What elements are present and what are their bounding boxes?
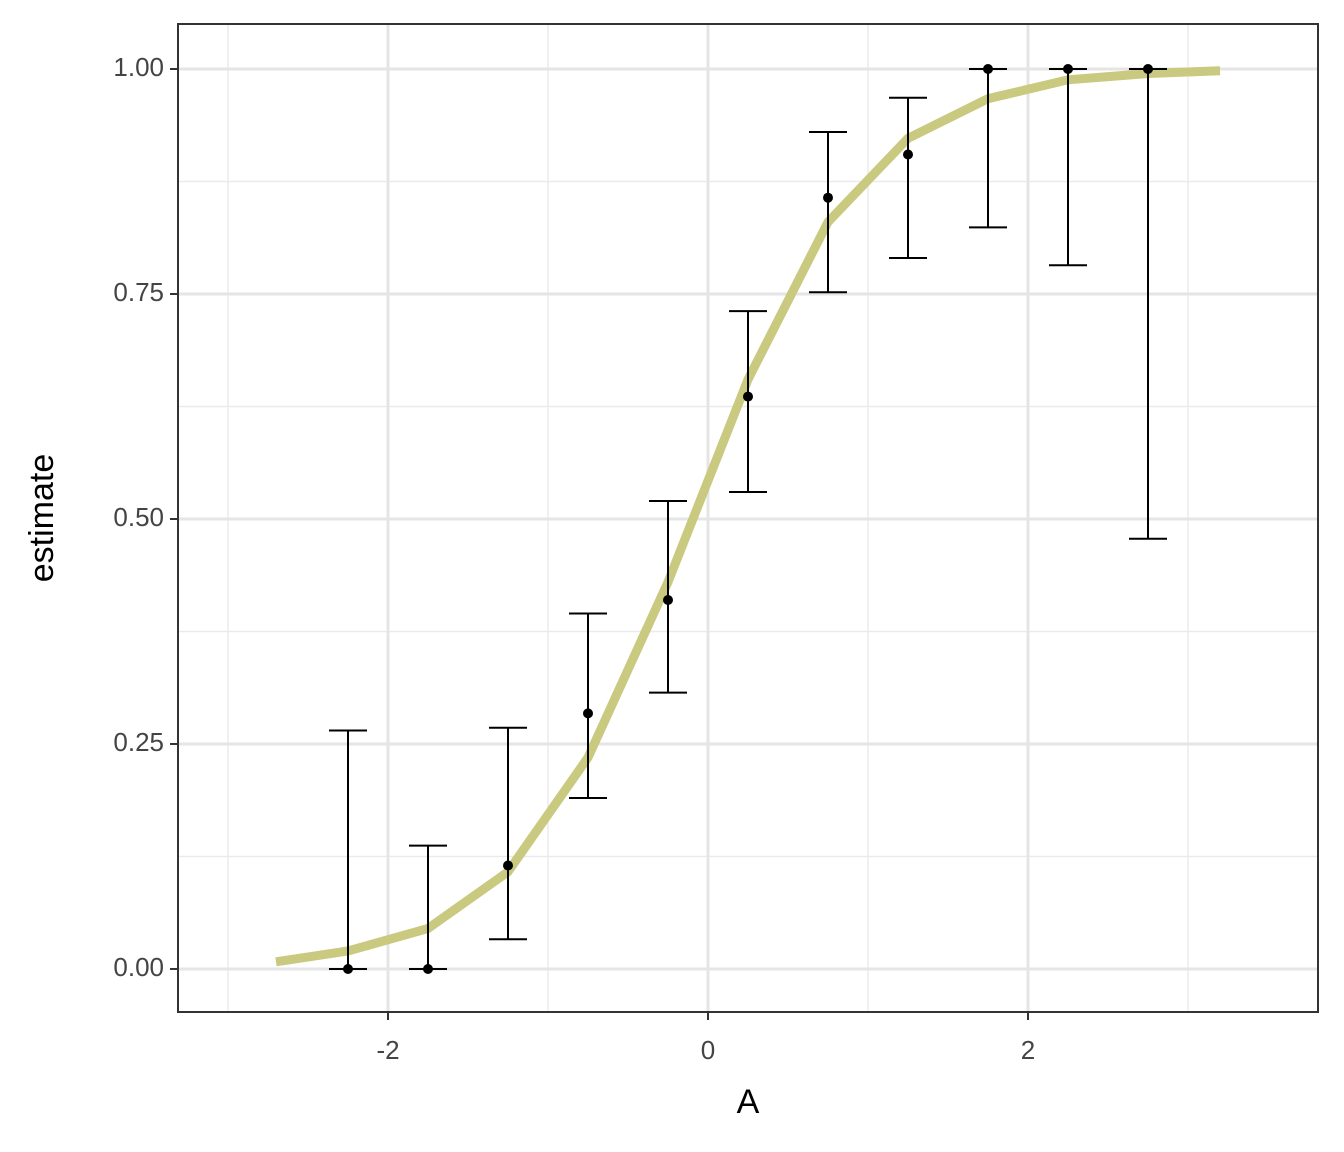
x-tick-label: -2 bbox=[376, 1035, 399, 1065]
point bbox=[1063, 63, 1073, 74]
y-tick-label: 0.50 bbox=[113, 502, 164, 532]
x-tick-label: 2 bbox=[1021, 1035, 1035, 1065]
error-bar bbox=[489, 726, 527, 941]
error-bar bbox=[809, 130, 847, 294]
y-tick-label: 0.00 bbox=[113, 952, 164, 982]
point bbox=[503, 860, 513, 871]
x-tick-label: 0 bbox=[701, 1035, 715, 1065]
point bbox=[903, 149, 913, 160]
point bbox=[423, 963, 433, 974]
panel-border bbox=[177, 23, 1319, 1013]
point bbox=[823, 192, 833, 203]
y-axis-title: estimate bbox=[23, 454, 61, 583]
point bbox=[743, 391, 753, 402]
y-tick-label: 1.00 bbox=[113, 52, 164, 82]
point bbox=[663, 594, 673, 605]
point bbox=[983, 63, 993, 74]
point bbox=[1143, 63, 1153, 74]
error-bar bbox=[889, 96, 927, 259]
y-tick-label: 0.25 bbox=[113, 727, 164, 757]
point bbox=[583, 708, 593, 719]
y-tick-label: 0.75 bbox=[113, 277, 164, 307]
point bbox=[343, 963, 353, 974]
error-bar bbox=[569, 612, 607, 799]
x-axis-title: A bbox=[737, 1083, 760, 1121]
